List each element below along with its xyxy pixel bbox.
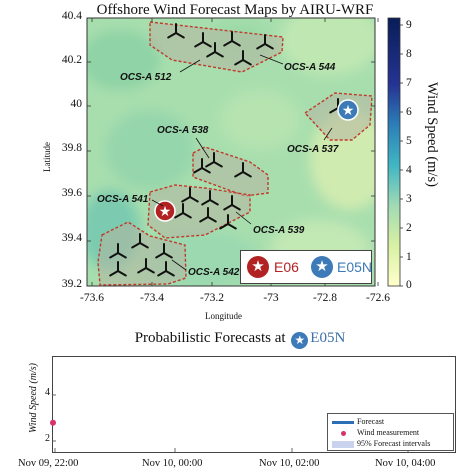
- colorbar-tick: 4: [406, 164, 412, 176]
- colorbar: [387, 17, 401, 287]
- colorbar-tick: 1: [406, 251, 412, 263]
- wind-turbine-icon: [155, 243, 173, 259]
- colorbar-tick: 8: [406, 48, 412, 60]
- fc-x-tick: Nov 10, 00:00: [142, 458, 203, 469]
- y-tick: 40.4: [61, 10, 82, 22]
- y-tick: 39.6: [61, 187, 82, 199]
- forecast-title-site: E05N: [310, 330, 346, 346]
- wind-measurement-point: [50, 419, 56, 426]
- site-legend-e05n: E05N: [337, 259, 373, 275]
- wind-turbine-icon: [109, 243, 127, 259]
- lease-area-538: [192, 146, 269, 197]
- colorbar-tick: 0: [406, 279, 412, 291]
- wind-turbine-icon: [234, 162, 252, 178]
- wind-turbine-icon: [167, 23, 185, 39]
- colorbar-tick: 2: [406, 222, 412, 234]
- star-icon: ★: [342, 104, 355, 119]
- label-ocs-a-512: OCS-A 512: [120, 72, 172, 83]
- wind-turbine-icon: [234, 50, 252, 66]
- star-icon: ★: [311, 256, 333, 278]
- wind-turbine-icon: [205, 152, 223, 168]
- wind-turbine-icon: [223, 31, 241, 47]
- wind-turbine-icon: [194, 32, 212, 48]
- lease-area-512: [149, 21, 284, 73]
- fc-x-tick: Nov 09, 22:00: [18, 458, 79, 469]
- wind-turbine-icon: [174, 203, 192, 219]
- y-tick: 40: [70, 98, 83, 110]
- x-tick: -73.4: [140, 292, 164, 304]
- label-ocs-a-538: OCS-A 538: [157, 125, 209, 136]
- lease-area-541-539: [147, 184, 251, 239]
- y-tick: 39.8: [61, 142, 82, 154]
- forecast-title-text: Probabilistic Forecasts at: [134, 330, 286, 346]
- x-tick: -73.2: [200, 292, 224, 304]
- legend-measurement: Wind measurement: [332, 428, 419, 438]
- wind-map: ★ ★ OCS-A 512 OCS-A 544 OCS-A 537 OCS-A …: [86, 17, 403, 287]
- legend-interval: 95% Forecast intervals: [332, 439, 430, 448]
- x-tick: -73: [263, 292, 279, 304]
- legend-forecast: Forecast: [332, 417, 384, 426]
- turbine-layer: [109, 23, 347, 277]
- x-tick: -72.8: [313, 292, 337, 304]
- wind-turbine-icon: [201, 190, 219, 206]
- longitude-axis-label: Longitude: [205, 311, 242, 321]
- wind-turbine-icon: [199, 207, 217, 223]
- wind-turbine-icon: [157, 261, 175, 277]
- x-tick: -73.6: [80, 292, 104, 304]
- colorbar-tick: 9: [406, 19, 412, 31]
- fc-y-tick: 2: [45, 433, 50, 444]
- lease-area-542: [97, 221, 187, 286]
- label-ocs-a-542: OCS-A 542: [188, 267, 240, 278]
- star-icon: ★: [159, 205, 172, 220]
- site-marker-e06[interactable]: ★: [154, 200, 176, 222]
- fc-y-tick: 4: [45, 387, 50, 398]
- fc-x-tick: Nov 10, 02:00: [259, 458, 320, 469]
- wind-turbine-icon: [181, 187, 199, 203]
- colorbar-tick: 6: [406, 106, 412, 118]
- site-legend: ★ E06 ★ E05N: [240, 250, 372, 284]
- forecast-legend: Forecast Wind measurement 95% Forecast i…: [327, 413, 454, 451]
- y-tick: 39.2: [61, 278, 82, 290]
- label-ocs-a-537: OCS-A 537: [287, 144, 339, 155]
- star-icon: ★: [291, 332, 309, 349]
- wind-turbine-icon: [137, 258, 155, 274]
- label-ocs-a-544: OCS-A 544: [284, 62, 336, 73]
- wind-turbine-icon: [109, 261, 127, 277]
- y-tick: 40.2: [61, 54, 82, 66]
- colorbar-tick: 5: [406, 135, 412, 147]
- site-legend-e06: E06: [274, 259, 299, 275]
- fc-x-tick: Nov 10, 04:00: [375, 458, 436, 469]
- wind-turbine-icon: [219, 214, 237, 230]
- forecast-title: Probabilistic Forecasts at ★ E05N: [80, 330, 400, 349]
- map-title: Offshore Wind Forecast Maps by AIRU-WRF: [96, 2, 374, 18]
- wind-turbine-icon: [223, 195, 241, 211]
- wind-turbine-icon: [193, 158, 211, 174]
- colorbar-tick: 3: [406, 193, 412, 205]
- colorbar-tick: 7: [406, 77, 412, 89]
- x-tick: -72.6: [366, 292, 390, 304]
- wind-turbine-icon: [206, 42, 224, 58]
- label-ocs-a-539: OCS-A 539: [253, 225, 305, 236]
- label-ocs-a-541: OCS-A 541: [97, 194, 149, 205]
- wind-turbine-icon: [256, 34, 274, 50]
- star-icon: ★: [247, 256, 269, 278]
- forecast-y-axis-label: Wind Speed (m/s): [28, 363, 39, 433]
- wind-turbine-icon: [131, 233, 149, 249]
- site-marker-e05n[interactable]: ★: [337, 99, 359, 121]
- y-tick: 39.4: [61, 232, 82, 244]
